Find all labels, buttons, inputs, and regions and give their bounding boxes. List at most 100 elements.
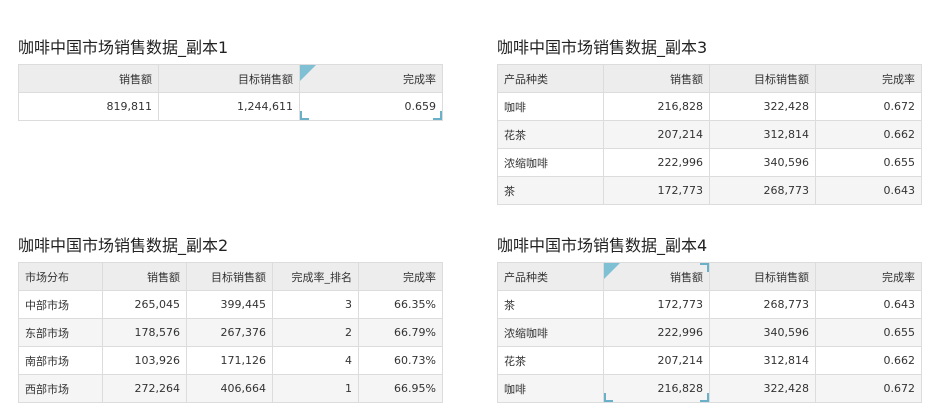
selection-bracket-bottom-left — [604, 393, 613, 402]
table-cell: 216,828 — [603, 92, 710, 121]
table-cell: 172,773 — [603, 290, 710, 319]
column-header-completion-rate[interactable]: 完成率 — [358, 262, 443, 291]
table-cell: 60.73% — [358, 346, 443, 375]
table-row[interactable]: 浓缩咖啡 222,996 340,596 0.655 — [497, 148, 922, 177]
table-cell: 268,773 — [709, 290, 816, 319]
table-row[interactable]: 西部市场 272,264 406,664 1 66.95% — [18, 374, 443, 403]
table-cell: 66.79% — [358, 318, 443, 347]
table-row[interactable]: 中部市场 265,045 399,445 3 66.35% — [18, 290, 443, 319]
table-cell: 216,828 — [603, 374, 710, 403]
table-cell: 茶 — [497, 176, 604, 205]
table-cell: 花茶 — [497, 346, 604, 375]
column-header-market[interactable]: 市场分布 — [18, 262, 103, 291]
table-cell: 0.655 — [815, 318, 922, 347]
table-cell: 1 — [272, 374, 359, 403]
table-row[interactable]: 咖啡 216,828 322,428 0.672 — [497, 374, 922, 403]
data-table: 产品种类 销售额 目标销售额 完成率 茶 172,773 268,773 0.6… — [497, 262, 922, 403]
column-header-completion-rate[interactable]: 完成率 — [815, 64, 922, 93]
table-cell: 103,926 — [102, 346, 187, 375]
selection-bracket-bottom-right — [433, 111, 442, 120]
table-cell: 0.659 — [299, 92, 443, 121]
table-cell: 178,576 — [102, 318, 187, 347]
table-cell: 4 — [272, 346, 359, 375]
table-cell: 399,445 — [186, 290, 273, 319]
widget-title: 咖啡中国市场销售数据_副本4 — [497, 236, 708, 255]
table-cell: 268,773 — [709, 176, 816, 205]
table-cell: 819,811 — [18, 92, 159, 121]
widget-title: 咖啡中国市场销售数据_副本1 — [18, 38, 229, 57]
table-cell: 322,428 — [709, 374, 816, 403]
column-header-completion-rate[interactable]: 完成率 — [815, 262, 922, 291]
table-widget-3[interactable]: 咖啡中国市场销售数据_副本3 产品种类 销售额 目标销售额 完成率 咖啡 216… — [497, 38, 922, 205]
selection-bracket-bottom-right — [700, 393, 709, 402]
data-table: 销售额 目标销售额 完成率 819,811 1,244,611 0.659 — [18, 64, 443, 121]
table-cell: 312,814 — [709, 346, 816, 375]
column-header-sales[interactable]: 销售额 — [102, 262, 187, 291]
table-header-row: 产品种类 销售额 目标销售额 完成率 — [497, 262, 922, 291]
table-cell: 茶 — [497, 290, 604, 319]
table-cell: 咖啡 — [497, 92, 604, 121]
selection-corner-marker — [604, 263, 620, 279]
table-cell: 322,428 — [709, 92, 816, 121]
widget-title: 咖啡中国市场销售数据_副本2 — [18, 236, 229, 255]
table-row[interactable]: 东部市场 178,576 267,376 2 66.79% — [18, 318, 443, 347]
column-header-target-sales[interactable]: 目标销售额 — [158, 64, 300, 93]
table-row[interactable]: 花茶 207,214 312,814 0.662 — [497, 120, 922, 149]
table-widget-1[interactable]: 咖啡中国市场销售数据_副本1 销售额 目标销售额 完成率 819,811 1,2… — [18, 38, 443, 121]
table-header-row: 产品种类 销售额 目标销售额 完成率 — [497, 64, 922, 93]
table-header-row: 市场分布 销售额 目标销售额 完成率_排名 完成率 — [18, 262, 443, 291]
column-header-product-type[interactable]: 产品种类 — [497, 64, 604, 93]
table-row[interactable]: 茶 172,773 268,773 0.643 — [497, 290, 922, 319]
column-header-target-sales[interactable]: 目标销售额 — [709, 262, 816, 291]
table-cell: 咖啡 — [497, 374, 604, 403]
table-header-row: 销售额 目标销售额 完成率 — [18, 64, 443, 93]
column-header-target-sales[interactable]: 目标销售额 — [709, 64, 816, 93]
column-header-sales[interactable]: 销售额 — [603, 64, 710, 93]
table-cell: 南部市场 — [18, 346, 103, 375]
table-row[interactable]: 咖啡 216,828 322,428 0.672 — [497, 92, 922, 121]
table-cell: 207,214 — [603, 120, 710, 149]
table-cell: 265,045 — [102, 290, 187, 319]
column-header-product-type[interactable]: 产品种类 — [497, 262, 604, 291]
table-cell: 172,773 — [603, 176, 710, 205]
table-cell: 浓缩咖啡 — [497, 148, 604, 177]
table-cell: 3 — [272, 290, 359, 319]
table-cell: 340,596 — [709, 318, 816, 347]
table-cell: 222,996 — [603, 148, 710, 177]
column-header-sales[interactable]: 销售额 — [18, 64, 159, 93]
table-row[interactable]: 花茶 207,214 312,814 0.662 — [497, 346, 922, 375]
table-row[interactable]: 南部市场 103,926 171,126 4 60.73% — [18, 346, 443, 375]
table-cell: 0.655 — [815, 148, 922, 177]
table-row[interactable]: 浓缩咖啡 222,996 340,596 0.655 — [497, 318, 922, 347]
table-widget-2[interactable]: 咖啡中国市场销售数据_副本2 市场分布 销售额 目标销售额 完成率_排名 完成率… — [18, 236, 443, 403]
column-header-sales[interactable]: 销售额 — [603, 262, 710, 291]
table-cell: 0.662 — [815, 120, 922, 149]
table-cell: 267,376 — [186, 318, 273, 347]
selection-bracket-top-right — [700, 263, 709, 272]
table-cell: 171,126 — [186, 346, 273, 375]
table-cell: 0.643 — [815, 290, 922, 319]
table-cell: 花茶 — [497, 120, 604, 149]
widget-title: 咖啡中国市场销售数据_副本3 — [497, 38, 708, 57]
column-header-completion-rank[interactable]: 完成率_排名 — [272, 262, 359, 291]
table-cell: 222,996 — [603, 318, 710, 347]
table-cell: 0.662 — [815, 346, 922, 375]
table-cell: 西部市场 — [18, 374, 103, 403]
table-cell: 中部市场 — [18, 290, 103, 319]
table-row[interactable]: 819,811 1,244,611 0.659 — [18, 92, 443, 121]
column-header-target-sales[interactable]: 目标销售额 — [186, 262, 273, 291]
column-header-completion-rate[interactable]: 完成率 — [299, 64, 443, 93]
table-widget-4[interactable]: 咖啡中国市场销售数据_副本4 产品种类 销售额 目标销售额 完成率 茶 172,… — [497, 236, 922, 403]
table-row[interactable]: 茶 172,773 268,773 0.643 — [497, 176, 922, 205]
table-cell: 66.35% — [358, 290, 443, 319]
table-cell: 340,596 — [709, 148, 816, 177]
table-cell: 2 — [272, 318, 359, 347]
data-table: 产品种类 销售额 目标销售额 完成率 咖啡 216,828 322,428 0.… — [497, 64, 922, 205]
table-cell: 406,664 — [186, 374, 273, 403]
selection-bracket-bottom-left — [300, 111, 309, 120]
table-cell: 浓缩咖啡 — [497, 318, 604, 347]
data-table: 市场分布 销售额 目标销售额 完成率_排名 完成率 中部市场 265,045 3… — [18, 262, 443, 403]
table-cell: 1,244,611 — [158, 92, 300, 121]
table-cell: 66.95% — [358, 374, 443, 403]
table-cell: 312,814 — [709, 120, 816, 149]
